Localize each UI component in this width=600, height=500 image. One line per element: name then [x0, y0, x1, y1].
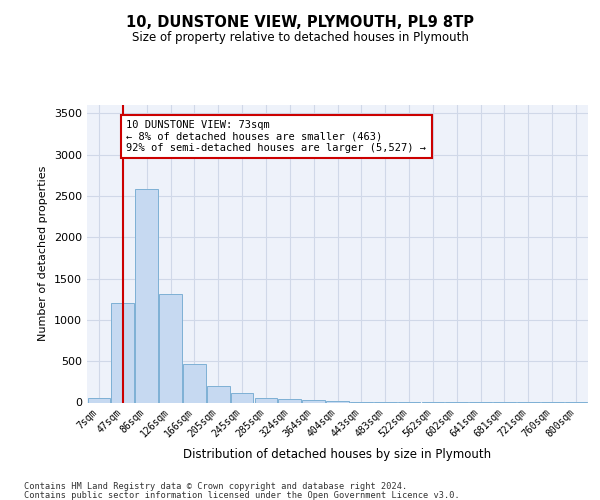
Text: 10, DUNSTONE VIEW, PLYMOUTH, PL9 8TP: 10, DUNSTONE VIEW, PLYMOUTH, PL9 8TP — [126, 15, 474, 30]
Bar — [88, 398, 110, 402]
Bar — [159, 294, 182, 403]
Text: 10 DUNSTONE VIEW: 73sqm
← 8% of detached houses are smaller (463)
92% of semi-de: 10 DUNSTONE VIEW: 73sqm ← 8% of detached… — [127, 120, 427, 153]
Bar — [302, 400, 325, 402]
Bar — [278, 399, 301, 402]
Bar — [112, 302, 134, 402]
Text: Contains public sector information licensed under the Open Government Licence v3: Contains public sector information licen… — [24, 490, 460, 500]
Bar — [183, 364, 206, 403]
Y-axis label: Number of detached properties: Number of detached properties — [38, 166, 49, 342]
Bar — [231, 394, 253, 402]
Text: Contains HM Land Registry data © Crown copyright and database right 2024.: Contains HM Land Registry data © Crown c… — [24, 482, 407, 491]
Bar — [207, 386, 230, 402]
X-axis label: Distribution of detached houses by size in Plymouth: Distribution of detached houses by size … — [184, 448, 491, 460]
Bar — [254, 398, 277, 402]
Bar — [136, 190, 158, 402]
Text: Size of property relative to detached houses in Plymouth: Size of property relative to detached ho… — [131, 31, 469, 44]
